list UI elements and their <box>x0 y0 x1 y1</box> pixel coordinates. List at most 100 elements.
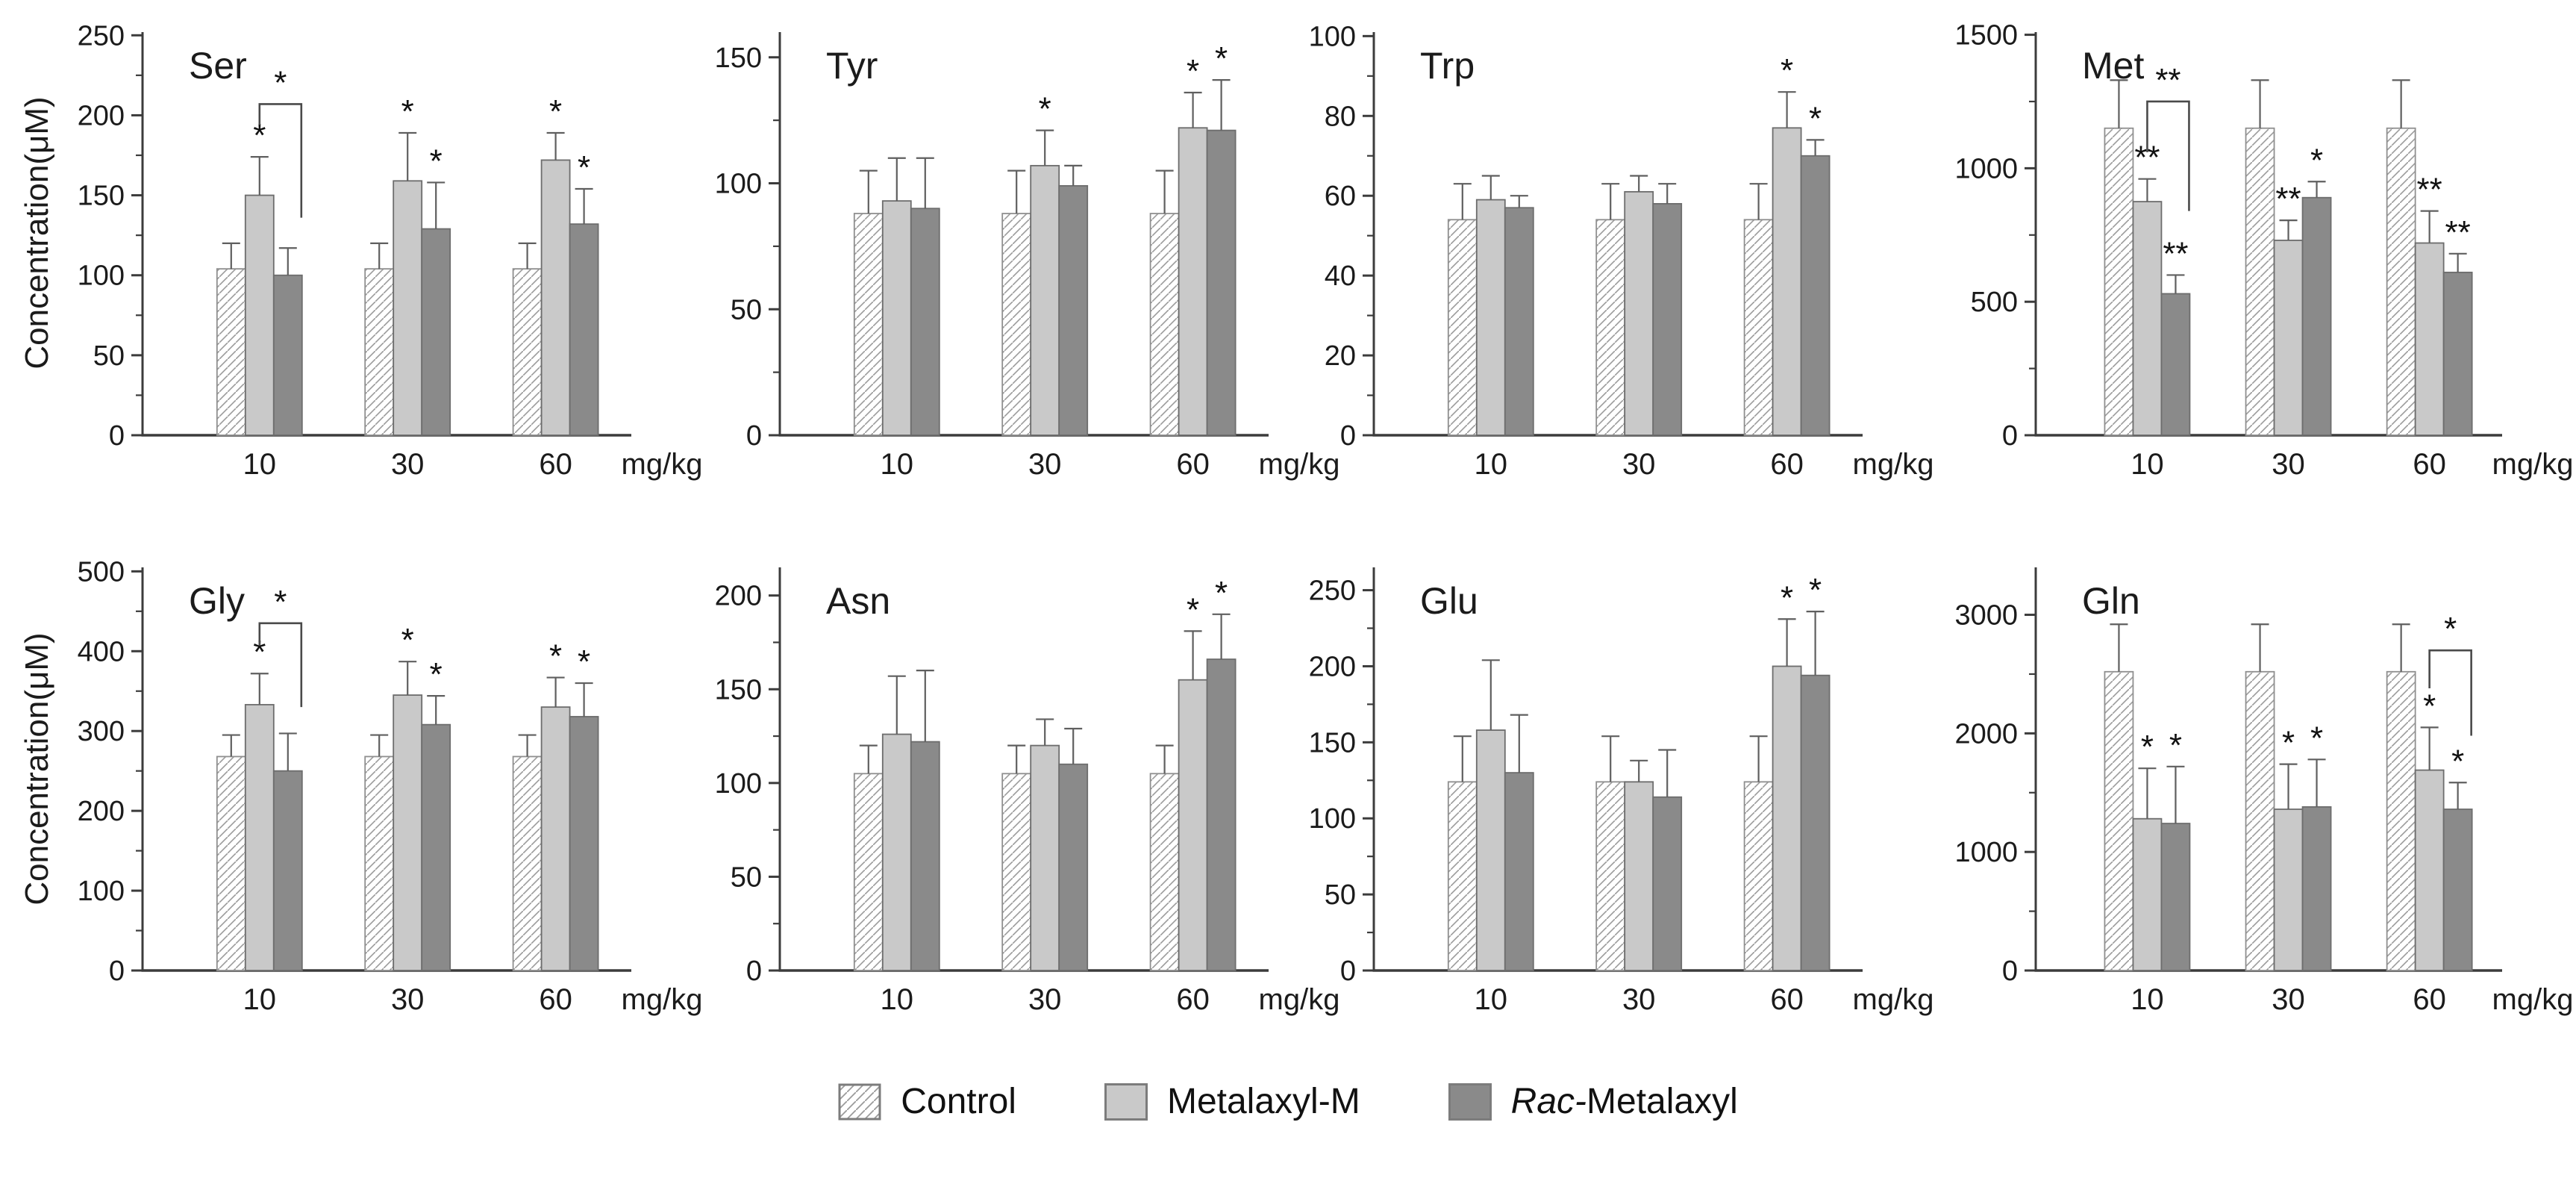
legend-swatch-metalaxyl-m <box>1104 1082 1148 1121</box>
x-tick-label-dose-30: 30 <box>391 448 425 481</box>
significance-marker: * <box>2310 142 2323 178</box>
bar-rac-metalaxyl-dose-10 <box>2160 823 2191 971</box>
bar-metalaxyl-m-dose-10 <box>1475 199 1506 436</box>
significance-bracket <box>258 103 303 218</box>
y-tick-label: 50 <box>93 340 125 372</box>
significance-marker: * <box>578 149 590 186</box>
bar-metalaxyl-m-dose-60 <box>540 159 571 436</box>
bar-metalaxyl-m-dose-30 <box>1624 781 1654 971</box>
y-tick-label: 500 <box>78 556 125 588</box>
significance-marker: * <box>2282 725 2295 761</box>
significance-marker: * <box>401 622 414 658</box>
bar-control-dose-30 <box>1595 781 1626 971</box>
legend: Control Metalaxyl-M Rac-Metalaxyl <box>0 1081 2576 1122</box>
bar-rac-metalaxyl-dose-30 <box>1058 184 1089 436</box>
significance-marker: * <box>1809 572 1822 608</box>
y-tick-label: 150 <box>1309 727 1356 758</box>
bar-metalaxyl-m-dose-30 <box>1030 744 1060 971</box>
bar-metalaxyl-m-dose-30 <box>393 694 423 971</box>
y-tick-label: 1500 <box>1954 20 2018 52</box>
significance-marker: * <box>1215 575 1228 611</box>
bar-metalaxyl-m-dose-10 <box>881 200 912 436</box>
y-tick-label: 3000 <box>1954 600 2018 632</box>
bar-rac-metalaxyl-dose-10 <box>2160 293 2191 436</box>
panel-title-gln: Gln <box>2082 580 2140 622</box>
bar-metalaxyl-m-dose-60 <box>1178 679 1208 971</box>
x-tick-label-dose-30: 30 <box>1622 983 1656 1016</box>
bar-rac-metalaxyl-dose-30 <box>2301 196 2332 436</box>
bar-control-dose-10 <box>853 213 884 436</box>
bar-metalaxyl-m-dose-30 <box>393 180 423 436</box>
y-tick-label: 50 <box>731 862 762 893</box>
bar-control-dose-10 <box>2104 127 2134 436</box>
significance-marker: * <box>253 634 266 670</box>
bar-control-dose-30 <box>1595 219 1626 436</box>
bar-control-dose-60 <box>1149 773 1180 971</box>
x-tick-label-dose-30: 30 <box>1028 448 1062 481</box>
x-tick-label-dose-30: 30 <box>2272 448 2305 481</box>
y-tick-label: 200 <box>78 100 125 131</box>
x-tick-label-dose-10: 10 <box>1475 448 1508 481</box>
y-tick-label: 50 <box>731 294 762 325</box>
significance-marker: * <box>2451 743 2464 779</box>
bar-control-dose-60 <box>1743 219 1774 436</box>
x-tick-label-dose-30: 30 <box>1622 448 1656 481</box>
bar-rac-metalaxyl-dose-10 <box>1504 207 1534 436</box>
y-tick-label: 0 <box>746 956 762 987</box>
significance-marker: * <box>1781 579 1793 616</box>
bar-control-dose-30 <box>2245 127 2275 436</box>
significance-marker: * <box>1187 53 1199 90</box>
bar-rac-metalaxyl-dose-30 <box>1058 763 1089 971</box>
bar-rac-metalaxyl-dose-10 <box>272 274 303 436</box>
bar-rac-metalaxyl-dose-30 <box>421 228 451 436</box>
bar-control-dose-60 <box>2386 670 2416 971</box>
bar-control-dose-10 <box>2104 670 2134 971</box>
significance-bracket <box>2428 649 2472 736</box>
x-tick-label-dose-30: 30 <box>2272 983 2305 1016</box>
chart-panel-tyr: 0 50 100 150 Tyr 10 * 30 * * 60 mg/kg <box>715 32 1339 481</box>
bar-control-dose-10 <box>1447 219 1478 436</box>
y-tick-label: 400 <box>78 636 125 667</box>
significance-marker: ** <box>2275 181 2301 217</box>
x-tick-label-dose-60: 60 <box>2413 448 2446 481</box>
bar-rac-metalaxyl-dose-30 <box>1652 796 1683 971</box>
y-tick-label: 60 <box>1325 181 1356 212</box>
bar-control-dose-10 <box>216 755 246 971</box>
bar-metalaxyl-m-dose-60 <box>1178 127 1208 436</box>
significance-marker: * <box>578 644 590 680</box>
bar-control-dose-60 <box>1743 781 1774 971</box>
y-tick-label: 100 <box>1309 21 1356 52</box>
bar-rac-metalaxyl-dose-30 <box>2301 806 2332 971</box>
bar-rac-metalaxyl-dose-60 <box>569 716 599 971</box>
bar-metalaxyl-m-dose-10 <box>881 733 912 971</box>
y-tick-label: 40 <box>1325 261 1356 292</box>
bar-control-dose-30 <box>364 755 395 971</box>
x-tick-label-dose-60: 60 <box>1176 983 1210 1016</box>
y-tick-label: 200 <box>715 581 762 612</box>
y-tick-label: 0 <box>2002 420 2018 452</box>
y-tick-label: 0 <box>746 420 762 452</box>
bar-rac-metalaxyl-dose-10 <box>272 770 303 971</box>
y-tick-label: 500 <box>1971 287 2018 318</box>
y-tick-label: 250 <box>78 20 125 52</box>
bar-rac-metalaxyl-dose-10 <box>1504 772 1534 971</box>
y-tick-label: 0 <box>109 420 125 452</box>
x-unit-label: mg/kg <box>1853 448 1934 481</box>
significance-marker: * <box>1781 52 1793 89</box>
bar-control-dose-10 <box>216 268 246 436</box>
legend-label-rac-metalaxyl: Rac-Metalaxyl <box>1510 1082 1738 1121</box>
x-tick-label-dose-30: 30 <box>1028 983 1062 1016</box>
x-tick-label-dose-10: 10 <box>2130 448 2164 481</box>
bar-metalaxyl-m-dose-60 <box>540 706 571 971</box>
y-tick-label: 100 <box>715 768 762 800</box>
x-tick-label-dose-10: 10 <box>243 983 277 1016</box>
y-tick-label: 150 <box>78 181 125 212</box>
x-tick-label-dose-60: 60 <box>1176 448 1210 481</box>
y-tick-label: 0 <box>1340 956 1356 987</box>
bar-rac-metalaxyl-dose-60 <box>1800 674 1831 971</box>
y-tick-label: 200 <box>1309 651 1356 682</box>
significance-bracket <box>2146 100 2190 211</box>
y-tick-label: 0 <box>109 956 125 987</box>
x-tick-label-dose-10: 10 <box>881 983 914 1016</box>
